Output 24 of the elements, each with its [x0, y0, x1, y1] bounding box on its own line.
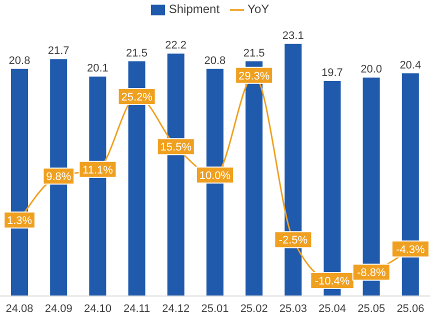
data-label: 22.2 — [165, 40, 187, 52]
data-label: 20.1 — [86, 62, 108, 75]
legend-label: YoY — [248, 2, 270, 16]
data-label: 21.5 — [126, 47, 148, 60]
data-label: 21.5 — [243, 47, 265, 60]
x-tick-label: 25.06 — [396, 302, 424, 315]
x-tick-label: 24.11 — [123, 302, 150, 315]
x-tick-label: 25.04 — [318, 302, 346, 315]
x-tick-label: 25.03 — [279, 302, 307, 315]
data-label: 20.0 — [360, 64, 382, 76]
x-tick-label: 25.02 — [240, 302, 268, 315]
legend-label: Shipment — [168, 2, 220, 16]
x-tick-label: 25.05 — [358, 302, 386, 315]
data-label: 23.1 — [282, 30, 304, 42]
x-tick-label: 24.09 — [44, 302, 72, 315]
data-label: 21.7 — [48, 45, 70, 58]
x-tick-label: 24.10 — [84, 302, 112, 315]
data-label: 19.7 — [322, 66, 343, 79]
data-label: 20.4 — [400, 59, 422, 72]
x-tick-label: 24.12 — [162, 302, 190, 315]
x-tick-label: 25.01 — [201, 302, 229, 315]
x-tick-label: 24.08 — [6, 302, 34, 315]
data-label: 20.8 — [204, 54, 226, 67]
data-label: 20.8 — [8, 54, 30, 67]
